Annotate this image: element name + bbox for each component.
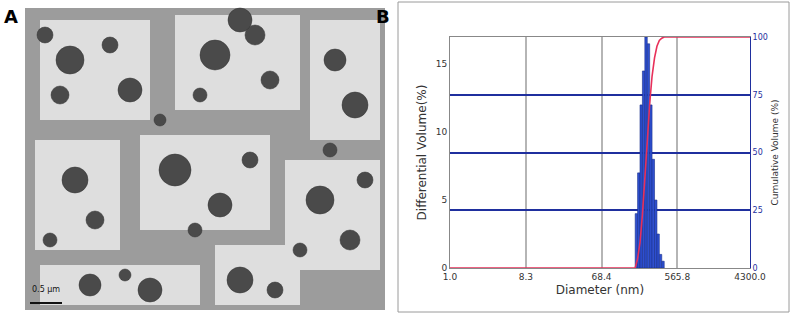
- svg-text:1.0: 1.0: [443, 272, 458, 282]
- svg-text:B: B: [376, 6, 390, 27]
- svg-text:0: 0: [753, 264, 758, 273]
- svg-text:8.3: 8.3: [519, 272, 533, 282]
- svg-text:68.4: 68.4: [591, 272, 611, 282]
- svg-text:0: 0: [441, 263, 447, 273]
- svg-text:0.5 µm: 0.5 µm: [32, 285, 60, 294]
- svg-text:Differential Volume(%): Differential Volume(%): [415, 85, 429, 221]
- svg-text:15: 15: [436, 59, 447, 69]
- svg-text:75: 75: [753, 91, 763, 100]
- svg-text:A: A: [4, 6, 18, 27]
- svg-text:Cumulative Volume (%): Cumulative Volume (%): [770, 99, 780, 205]
- svg-text:565.8: 565.8: [664, 272, 690, 282]
- svg-text:10: 10: [436, 127, 448, 137]
- svg-text:Diameter (nm): Diameter (nm): [556, 283, 645, 297]
- svg-text:5: 5: [441, 195, 447, 205]
- svg-text:100: 100: [753, 33, 768, 42]
- svg-text:4300.0: 4300.0: [734, 272, 766, 282]
- svg-text:50: 50: [753, 148, 763, 157]
- svg-text:25: 25: [753, 206, 763, 215]
